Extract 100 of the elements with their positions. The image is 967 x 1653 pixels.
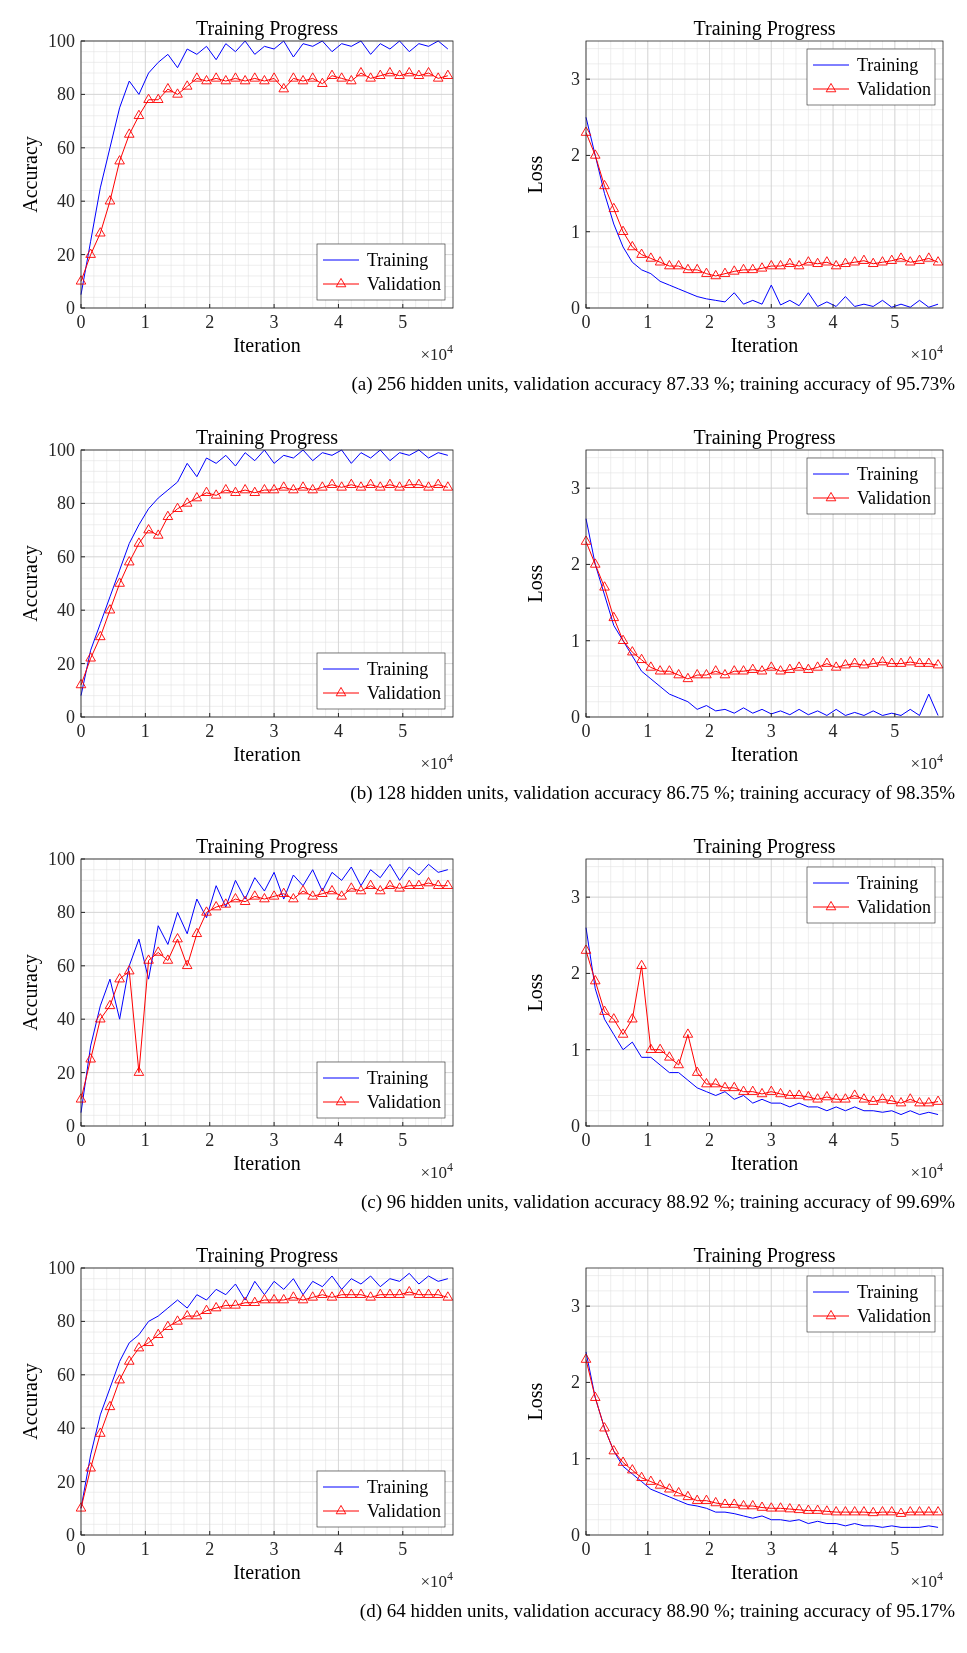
y-tick-label: 100 — [48, 31, 75, 51]
legend-label: Training — [367, 1068, 429, 1088]
y-tick-label: 1 — [571, 630, 580, 651]
y-tick-label: 2 — [571, 145, 580, 166]
point — [201, 486, 212, 496]
point — [691, 263, 703, 274]
x-tick-label: 5 — [890, 1539, 900, 1559]
x-tick-label: 3 — [269, 1130, 279, 1150]
point — [220, 75, 232, 85]
point — [849, 256, 860, 266]
chart-title: Training Progress — [195, 426, 339, 449]
point — [114, 577, 125, 587]
point — [654, 1479, 666, 1489]
point — [230, 486, 241, 496]
y-tick-label: 80 — [57, 493, 75, 514]
point — [394, 481, 405, 491]
y-tick-label: 0 — [571, 298, 580, 318]
point — [355, 67, 367, 77]
y-tick-label: 80 — [57, 84, 75, 105]
point — [442, 1291, 454, 1301]
point — [867, 1095, 879, 1105]
point — [895, 1507, 907, 1517]
point — [830, 661, 842, 671]
point — [124, 556, 135, 566]
chart-title: Training Progress — [195, 17, 339, 40]
point — [775, 665, 786, 675]
x-tick-label: 1 — [140, 1130, 150, 1150]
point — [423, 481, 434, 491]
point — [326, 1291, 338, 1301]
point — [645, 1043, 657, 1053]
point — [830, 260, 842, 270]
point — [766, 661, 777, 671]
x-tick-label: 5 — [890, 721, 900, 741]
point — [317, 887, 328, 897]
x-tick-label: 4 — [333, 1130, 343, 1150]
x-axis-title: Iteration — [730, 334, 799, 356]
point — [710, 1496, 721, 1507]
text: ×10$^{4}$ — [420, 751, 454, 773]
point — [932, 256, 944, 266]
point — [766, 260, 777, 270]
point — [230, 72, 241, 82]
point — [756, 1501, 768, 1511]
point — [793, 661, 805, 671]
point — [710, 269, 721, 280]
legend-label: Validation — [857, 897, 931, 917]
point — [442, 481, 454, 491]
point — [590, 558, 601, 568]
x-tick-label: 2 — [705, 721, 715, 741]
point — [133, 1342, 145, 1352]
point — [375, 885, 386, 895]
point — [821, 657, 833, 667]
point — [673, 1058, 684, 1069]
x-tick-label: 5 — [890, 1130, 900, 1150]
point — [114, 155, 125, 165]
point — [75, 678, 87, 689]
point — [775, 1087, 786, 1098]
point — [738, 1500, 749, 1510]
point — [664, 665, 675, 675]
y-tick-label: 80 — [57, 902, 75, 923]
y-tick-label: 2 — [571, 963, 580, 984]
point — [654, 1043, 666, 1053]
point — [691, 1494, 703, 1504]
point — [432, 879, 444, 889]
point — [230, 893, 241, 903]
point — [95, 227, 106, 237]
point — [413, 1288, 425, 1298]
point — [867, 657, 879, 667]
point — [895, 1097, 907, 1107]
point — [719, 267, 731, 277]
y-tick-label: 3 — [571, 478, 580, 499]
y-axis-title: Accuracy — [19, 136, 42, 213]
point — [803, 1504, 814, 1514]
x-tick-label: 4 — [828, 1130, 838, 1150]
x-tick-label: 5 — [398, 1130, 408, 1150]
point — [905, 1506, 916, 1516]
point — [375, 1288, 386, 1298]
x-tick-label: 3 — [269, 721, 279, 741]
point — [172, 502, 183, 512]
text: ×10$^{4}$ — [910, 1160, 944, 1182]
point — [239, 1296, 251, 1306]
point — [793, 1503, 805, 1514]
point — [682, 1028, 694, 1038]
point — [201, 906, 212, 916]
point — [886, 1094, 897, 1105]
text: (d) 64 hidden units, validation accuracy 88.90 %; training accuracy of 95.17% — [359, 1600, 956, 1622]
point — [821, 1091, 833, 1101]
x-tick-label: 4 — [333, 721, 343, 741]
point — [803, 663, 814, 673]
point — [617, 634, 629, 644]
point — [85, 1462, 96, 1472]
point — [124, 1355, 135, 1365]
point — [278, 1294, 289, 1304]
point — [664, 260, 675, 270]
point — [143, 93, 154, 103]
point — [288, 893, 299, 903]
point — [104, 195, 116, 205]
point — [432, 478, 444, 488]
point — [259, 893, 270, 903]
x-tick-label: 3 — [766, 721, 776, 741]
point — [932, 1506, 944, 1516]
